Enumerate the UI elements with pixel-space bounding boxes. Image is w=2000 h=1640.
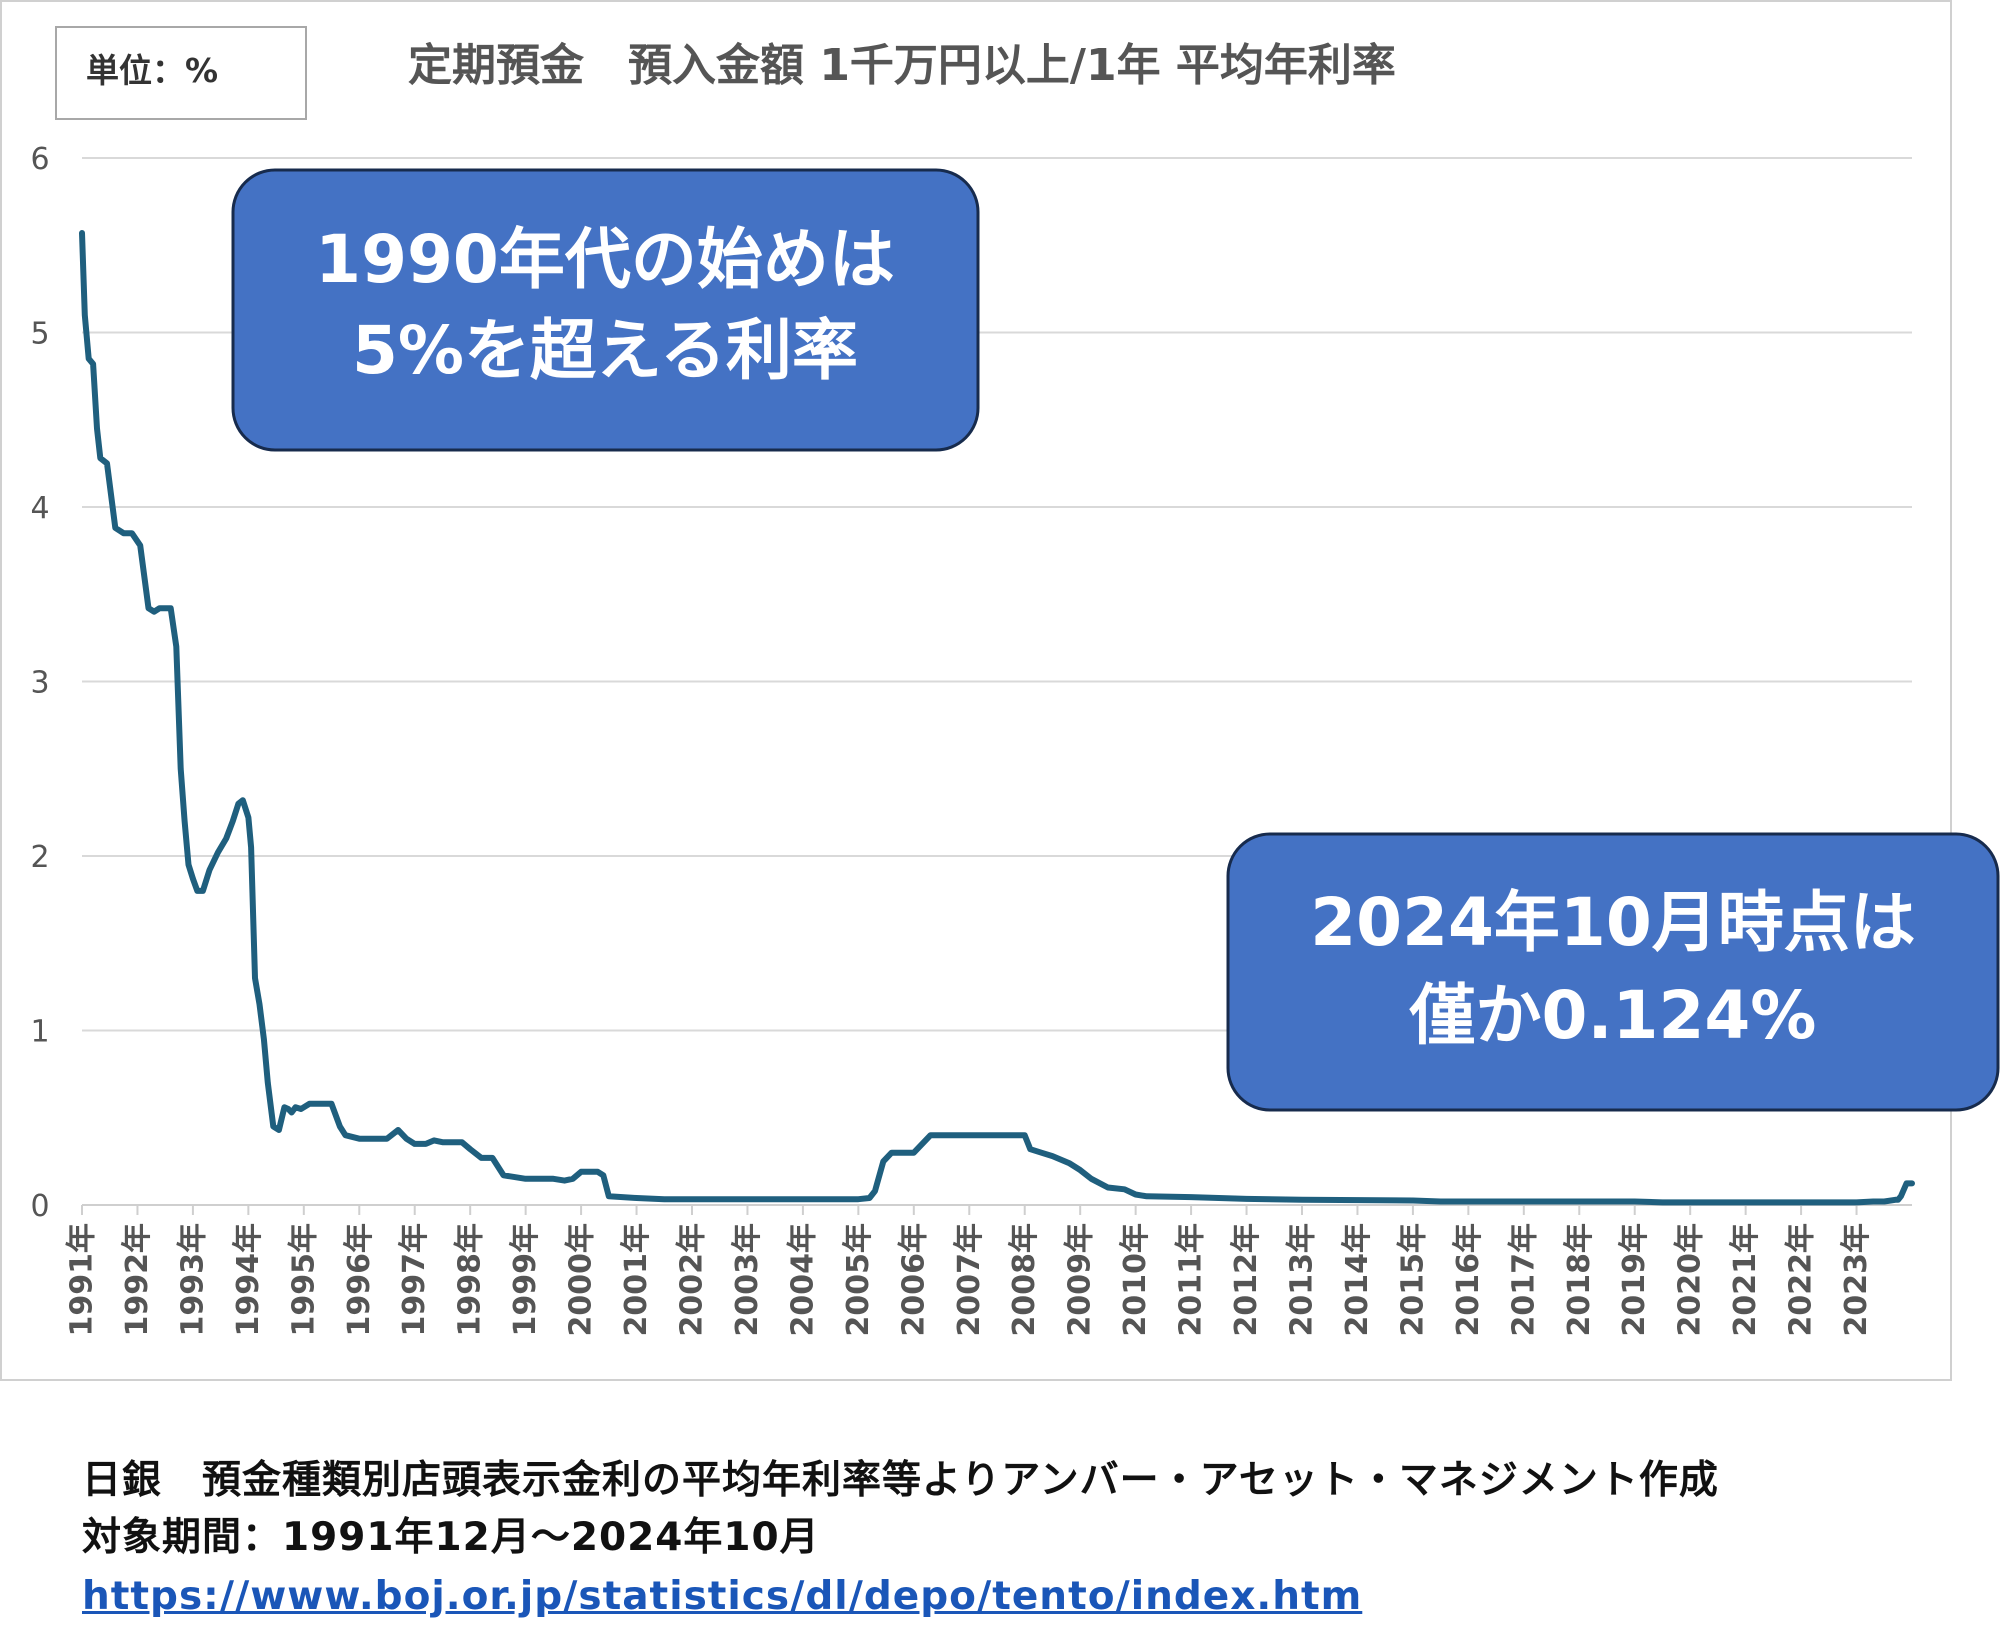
callout-2024-line1: 2024年10月時点は — [1310, 884, 1916, 961]
x-tick-label: 2004年 — [785, 1223, 820, 1337]
period-note: 対象期間：1991年12月～2024年10月 — [82, 1515, 820, 1560]
x-tick-label: 2001年 — [619, 1223, 654, 1337]
x-tick-label: 2012年 — [1229, 1223, 1264, 1337]
callout-2024-box — [1226, 832, 2000, 1112]
x-tick-label: 1996年 — [342, 1223, 377, 1337]
x-tick-label: 2014年 — [1340, 1223, 1375, 1337]
y-tick-label: 6 — [30, 142, 49, 177]
callout-2024-line2: 僅か0.124% — [1409, 977, 1817, 1054]
x-tick-label: 1992年 — [120, 1223, 155, 1337]
source-note: 日銀 預金種類別店頭表示金利の平均年利率等よりアンバー・アセット・マネジメント作… — [82, 1458, 1719, 1503]
x-tick-label: 2011年 — [1174, 1223, 1209, 1337]
x-tick-label: 1995年 — [286, 1223, 321, 1337]
x-tick-label: 2000年 — [564, 1223, 599, 1337]
x-tick-label: 2009年 — [1063, 1223, 1098, 1337]
x-tick-label: 2023年 — [1839, 1223, 1874, 1337]
y-tick-label: 0 — [30, 1189, 49, 1224]
x-tick-label: 2013年 — [1285, 1223, 1320, 1337]
x-tick-label: 2018年 — [1562, 1223, 1597, 1337]
x-tick-label: 2022年 — [1784, 1223, 1819, 1337]
x-axis-ticks: 1991年 1992年 1993年 1994年 1995年 1996年 1997年 1998年… — [65, 1205, 1874, 1337]
x-tick-label: 2003年 — [730, 1223, 765, 1337]
x-tick-label: 2005年 — [841, 1223, 876, 1337]
callout-1990s: 1990年代の始めは 5%を超える利率 — [231, 168, 980, 452]
y-tick-label: 3 — [30, 666, 49, 701]
x-tick-label: 2020年 — [1673, 1223, 1708, 1337]
x-tick-label: 1999年 — [508, 1223, 543, 1337]
callout-1990s-line2: 5%を超える利率 — [352, 312, 858, 389]
unit-label: 単位：% — [86, 51, 218, 90]
x-tick-label: 2002年 — [675, 1223, 710, 1337]
x-tick-label: 2021年 — [1728, 1223, 1763, 1337]
series-line — [79, 230, 1915, 1206]
callout-1990s-line1: 1990年代の始めは — [315, 221, 895, 298]
x-tick-label: 2015年 — [1395, 1223, 1430, 1337]
chart: 単位：% 定期預金 預入金額 1千万円以上/1年 平均年利率 0 1 2 3 4 5 6 1… — [0, 0, 2000, 1381]
y-tick-label: 1 — [30, 1015, 49, 1050]
x-tick-label: 2010年 — [1118, 1223, 1153, 1337]
x-tick-label: 2019年 — [1617, 1223, 1652, 1337]
x-tick-label: 1997年 — [397, 1223, 432, 1337]
x-tick-label: 2006年 — [896, 1223, 931, 1337]
x-tick-label: 1991年 — [65, 1223, 100, 1337]
y-tick-label: 5 — [30, 317, 49, 352]
x-tick-label: 2017年 — [1506, 1223, 1541, 1337]
x-tick-label: 1994年 — [231, 1223, 266, 1337]
x-tick-label: 2008年 — [1007, 1223, 1042, 1337]
source-link[interactable]: https://www.boj.or.jp/statistics/dl/depo… — [82, 1574, 1363, 1619]
unit-label-box — [55, 26, 307, 120]
x-tick-label: 2016年 — [1451, 1223, 1486, 1337]
y-tick-label: 4 — [30, 491, 49, 526]
callout-2024: 2024年10月時点は 僅か0.124% — [1226, 832, 2000, 1112]
x-tick-label: 1998年 — [453, 1223, 488, 1337]
y-tick-label: 2 — [30, 840, 49, 875]
chart-title: 定期預金 預入金額 1千万円以上/1年 平均年利率 — [408, 40, 1396, 91]
x-tick-label: 1993年 — [175, 1223, 210, 1337]
x-tick-label: 2007年 — [952, 1223, 987, 1337]
callout-1990s-box — [231, 168, 980, 452]
y-axis-ticks: 0 1 2 3 4 5 6 — [30, 142, 49, 1224]
